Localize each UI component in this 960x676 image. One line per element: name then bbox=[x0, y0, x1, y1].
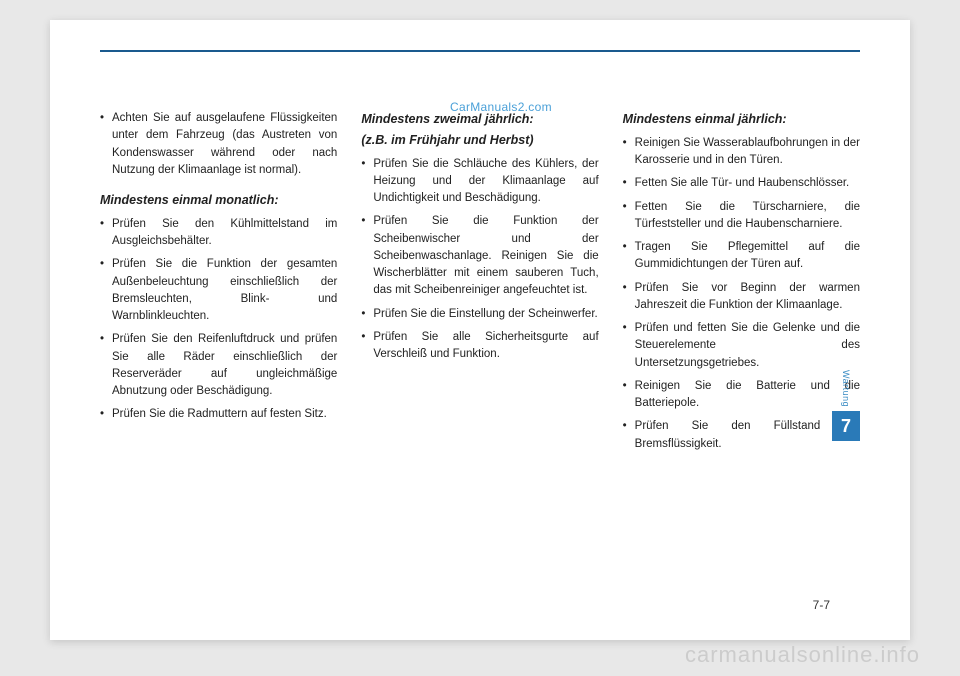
column-2: Mindestens zweimal jährlich: (z.B. im Fr… bbox=[361, 110, 598, 459]
list-item: Reinigen Sie die Batterie und die Batter… bbox=[623, 378, 860, 413]
list-item: Prüfen Sie die Funktion der gesamten Auß… bbox=[100, 256, 337, 325]
content-columns: Achten Sie auf ausgelaufene Flüssigkeite… bbox=[100, 110, 860, 459]
section-heading: Mindestens einmal monatlich: bbox=[100, 191, 337, 210]
list-item: Fetten Sie alle Tür- und Haubenschlösser… bbox=[623, 175, 860, 192]
list-item: Prüfen und fetten Sie die Gelenke und di… bbox=[623, 320, 860, 372]
watermark-bottom: carmanualsonline.info bbox=[685, 642, 920, 668]
header-rule bbox=[100, 50, 860, 52]
column-1: Achten Sie auf ausgelaufene Flüssigkeite… bbox=[100, 110, 337, 459]
list-item: Fetten Sie die Türscharniere, die Türfes… bbox=[623, 199, 860, 234]
list-item: Prüfen Sie die Radmuttern auf festen Sit… bbox=[100, 406, 337, 423]
chapter-number: 7 bbox=[832, 411, 860, 441]
column-3: Mindestens einmal jährlich: Reinigen Sie… bbox=[623, 110, 860, 459]
list-item: Prüfen Sie den Kühlmittelstand im Ausgle… bbox=[100, 216, 337, 251]
chapter-label: Wartung bbox=[841, 370, 851, 407]
chapter-tab: Wartung 7 bbox=[832, 370, 860, 441]
list-item: Prüfen Sie die Funktion der Scheibenwisc… bbox=[361, 213, 598, 299]
list-item: Prüfen Sie den Füllstand der Bremsflüssi… bbox=[623, 418, 860, 453]
manual-page: CarManuals2.com Achten Sie auf ausgelauf… bbox=[50, 20, 910, 640]
list-item: Achten Sie auf ausgelaufene Flüssigkeite… bbox=[100, 110, 337, 179]
watermark-top: CarManuals2.com bbox=[450, 100, 552, 114]
list-item: Reinigen Sie Wasserablaufbohrungen in de… bbox=[623, 135, 860, 170]
page-number: 7-7 bbox=[813, 598, 830, 612]
list-item: Prüfen Sie den Reifenluftdruck und prüfe… bbox=[100, 331, 337, 400]
list-item: Prüfen Sie vor Beginn der warmen Jahresz… bbox=[623, 280, 860, 315]
section-subheading: (z.B. im Frühjahr und Herbst) bbox=[361, 131, 598, 150]
list-item: Prüfen Sie alle Sicherheitsgurte auf Ver… bbox=[361, 329, 598, 364]
section-heading: Mindestens einmal jährlich: bbox=[623, 110, 860, 129]
list-item: Prüfen Sie die Schläuche des Kühlers, de… bbox=[361, 156, 598, 208]
list-item: Tragen Sie Pflegemittel auf die Gummidic… bbox=[623, 239, 860, 274]
list-item: Prüfen Sie die Einstellung der Scheinwer… bbox=[361, 306, 598, 323]
